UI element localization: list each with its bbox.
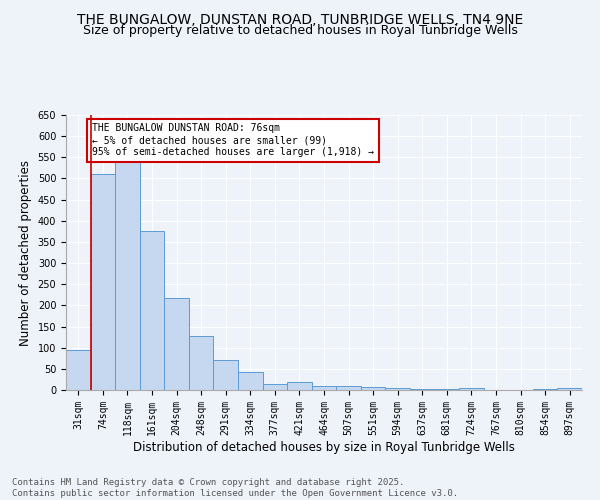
Text: THE BUNGALOW DUNSTAN ROAD: 76sqm
← 5% of detached houses are smaller (99)
95% of: THE BUNGALOW DUNSTAN ROAD: 76sqm ← 5% of… (92, 124, 374, 156)
Bar (410, 388, 434, 390)
Y-axis label: Number of detached properties: Number of detached properties (19, 160, 32, 346)
Bar (336, 386, 361, 390)
Bar (263, 384, 287, 390)
Text: Contains HM Land Registry data © Crown copyright and database right 2025.
Contai: Contains HM Land Registry data © Crown c… (12, 478, 458, 498)
Bar (189, 336, 214, 390)
Bar (385, 388, 410, 390)
Bar (361, 387, 385, 390)
Bar (533, 388, 557, 390)
Bar (557, 388, 582, 390)
Bar (238, 372, 263, 390)
X-axis label: Distribution of detached houses by size in Royal Tunbridge Wells: Distribution of detached houses by size … (133, 440, 515, 454)
Bar (164, 298, 189, 390)
Bar (66, 350, 91, 390)
Bar (115, 162, 140, 390)
Bar (312, 386, 336, 390)
Bar (287, 382, 312, 390)
Bar (140, 232, 164, 390)
Bar (91, 174, 115, 390)
Text: THE BUNGALOW, DUNSTAN ROAD, TUNBRIDGE WELLS, TN4 9NE: THE BUNGALOW, DUNSTAN ROAD, TUNBRIDGE WE… (77, 12, 523, 26)
Bar (459, 388, 484, 390)
Bar (214, 360, 238, 390)
Bar (434, 389, 459, 390)
Text: Size of property relative to detached houses in Royal Tunbridge Wells: Size of property relative to detached ho… (83, 24, 517, 37)
